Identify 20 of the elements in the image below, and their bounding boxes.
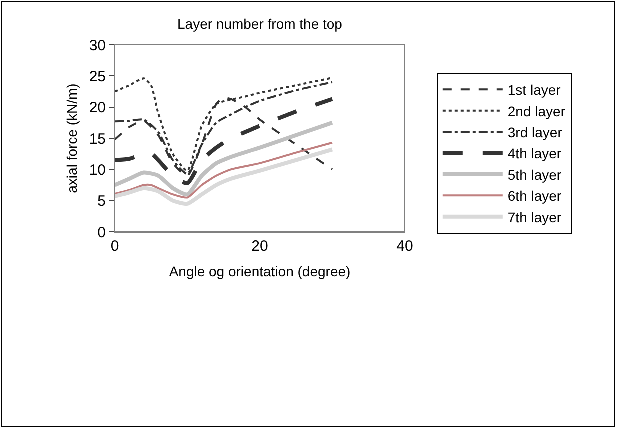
y-tick-label: 20 [89,100,106,117]
legend-label: 5th layer [508,166,562,183]
y-tick-label: 0 [98,224,106,242]
y-tick-label: 25 [89,68,106,86]
legend-label: 3rd layer [508,124,563,141]
legend-label: 1st layer [508,82,562,98]
y-tick-label: 10 [89,162,106,179]
chart-title: Layer number from the top [178,16,343,32]
x-tick-label: 40 [396,238,414,255]
legend-label: 6th layer [508,188,562,204]
x-tick-label: 0 [110,238,120,255]
legend-label: 7th layer [508,209,562,226]
y-tick-label: 5 [98,193,106,210]
y-tick-label: 15 [89,130,106,148]
y-axis-title: axial force (kN/m) [64,84,80,194]
x-axis-title: Angle og orientation (degree) [169,263,351,280]
legend-label: 4th layer [508,146,562,162]
x-tick-label: 20 [252,238,268,255]
legend-label: 2nd layer [508,103,566,120]
y-tick-label: 30 [89,37,106,54]
